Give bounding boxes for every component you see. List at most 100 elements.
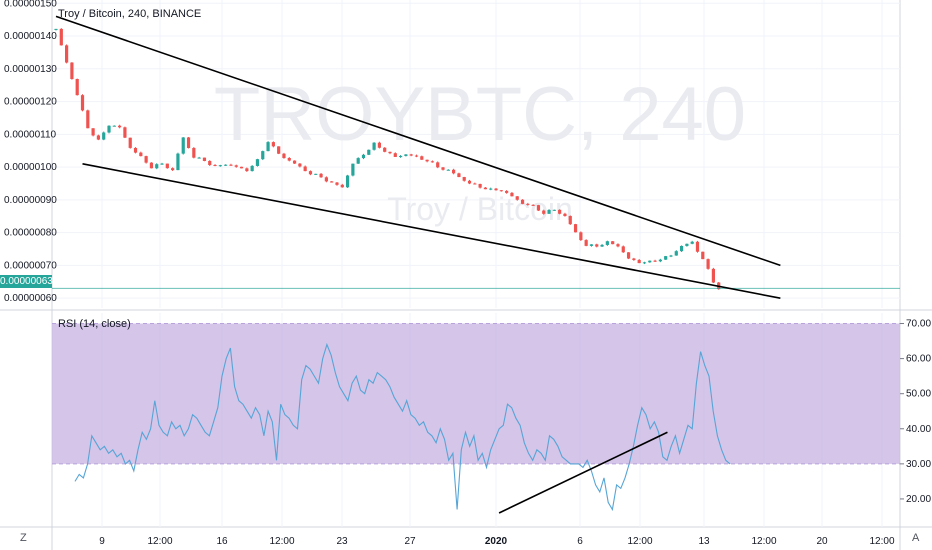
candle-body bbox=[192, 148, 195, 158]
candle-body bbox=[266, 142, 269, 151]
candle-body bbox=[441, 167, 444, 169]
time-tick-label: 12:00 bbox=[147, 536, 172, 547]
candle-body bbox=[282, 154, 285, 158]
rsi-legend[interactable]: RSI (14, close) bbox=[58, 318, 131, 330]
candle-body bbox=[330, 181, 333, 182]
candle-body bbox=[569, 216, 572, 224]
candle-body bbox=[542, 211, 545, 214]
candle-body bbox=[367, 150, 370, 155]
watermark-name: Troy / Bitcoin bbox=[387, 191, 573, 227]
candle-body bbox=[632, 259, 635, 260]
candle-body bbox=[203, 158, 206, 161]
candle-body bbox=[420, 156, 423, 159]
candle-body bbox=[187, 137, 190, 148]
candle-body bbox=[489, 189, 492, 190]
candle-body bbox=[463, 177, 466, 181]
candle-body bbox=[479, 184, 482, 188]
rsi-band bbox=[52, 324, 900, 464]
watermark-symbol: TROYBTC, 240 bbox=[214, 72, 746, 157]
rsi-tick-label: 60.00 bbox=[906, 354, 931, 365]
candle-body bbox=[473, 183, 476, 184]
time-axis[interactable]: 9 12:00 16 12:00 23 27 2020 6 12:00 13 12:00 20 12:0… bbox=[99, 536, 895, 547]
candle-body bbox=[685, 244, 688, 246]
candle-body bbox=[558, 210, 561, 214]
candle-body bbox=[155, 164, 158, 168]
candle-body bbox=[579, 232, 582, 240]
candle-body bbox=[166, 164, 169, 169]
candle-body bbox=[494, 189, 497, 191]
candle-body bbox=[272, 142, 275, 146]
price-tick-label: 0.00000070 bbox=[4, 260, 57, 271]
time-tick-label: 9 bbox=[99, 536, 105, 547]
candle-body bbox=[357, 158, 360, 164]
candle-body bbox=[97, 135, 100, 139]
candle-body bbox=[129, 138, 132, 148]
candle-body bbox=[436, 162, 439, 167]
candle-body bbox=[182, 137, 185, 153]
time-tick-label: 23 bbox=[336, 536, 348, 547]
candle-body bbox=[346, 176, 349, 188]
candle-body bbox=[468, 181, 471, 184]
candle-body bbox=[372, 143, 375, 150]
candle-body bbox=[426, 160, 429, 162]
candle-body bbox=[532, 205, 535, 206]
candle-body bbox=[341, 185, 344, 187]
candle-body bbox=[664, 256, 667, 260]
time-tick-label: 13 bbox=[698, 536, 710, 547]
candle-body bbox=[70, 63, 73, 79]
candle-body bbox=[288, 158, 291, 161]
candle-body bbox=[325, 177, 328, 181]
candle-body bbox=[76, 79, 79, 95]
candle-body bbox=[54, 29, 57, 30]
candle-body bbox=[118, 126, 121, 128]
candle-body bbox=[219, 165, 222, 166]
candle-body bbox=[675, 251, 678, 255]
rsi-tick-label: 70.00 bbox=[906, 319, 931, 330]
price-tick-label: 0.00000060 bbox=[4, 293, 57, 304]
candle-body bbox=[86, 110, 89, 128]
candle-body bbox=[431, 161, 434, 162]
candle-body bbox=[309, 171, 312, 174]
time-tick-label: 16 bbox=[216, 536, 228, 547]
candle-body bbox=[277, 146, 280, 153]
candle-body bbox=[696, 242, 699, 252]
candle-body bbox=[198, 158, 201, 159]
candle-body bbox=[298, 164, 301, 167]
price-tick-label: 0.00000100 bbox=[4, 162, 57, 173]
price-tick-label: 0.00000110 bbox=[4, 129, 57, 140]
candle-body bbox=[123, 127, 126, 137]
candle-body bbox=[145, 156, 148, 163]
candle-body bbox=[638, 260, 641, 263]
scale-z-button[interactable]: Z bbox=[20, 532, 27, 544]
rsi-tick-label: 20.00 bbox=[906, 494, 931, 505]
candle-body bbox=[378, 143, 381, 148]
candle-body bbox=[404, 154, 407, 156]
candle-body bbox=[526, 204, 529, 205]
main-legend[interactable]: Troy / Bitcoin, 240, BINANCE bbox=[58, 8, 201, 20]
candle-body bbox=[240, 167, 243, 169]
candle-body bbox=[590, 244, 593, 246]
candle-body bbox=[235, 165, 238, 166]
rsi-tick-label: 30.00 bbox=[906, 459, 931, 470]
candle-body bbox=[457, 173, 460, 177]
candle-body bbox=[627, 252, 630, 258]
rsi-tick-label: 50.00 bbox=[906, 389, 931, 400]
candle-body bbox=[65, 45, 68, 62]
candle-body bbox=[113, 126, 116, 127]
time-tick-label: 27 bbox=[404, 536, 416, 547]
price-tick-label: 0.00000080 bbox=[4, 228, 57, 239]
candle-body bbox=[293, 161, 296, 164]
candle-body bbox=[256, 159, 259, 166]
candle-body bbox=[410, 154, 413, 155]
candle-body bbox=[102, 133, 105, 140]
candle-body bbox=[595, 244, 598, 246]
scale-auto-button[interactable]: A bbox=[912, 532, 919, 544]
candle-body bbox=[600, 245, 603, 247]
candle-body bbox=[547, 210, 550, 214]
candle-body bbox=[399, 156, 402, 157]
candle-body bbox=[510, 193, 513, 196]
candle-body bbox=[176, 154, 179, 170]
candle-body bbox=[394, 153, 397, 157]
candle-body bbox=[643, 262, 646, 263]
